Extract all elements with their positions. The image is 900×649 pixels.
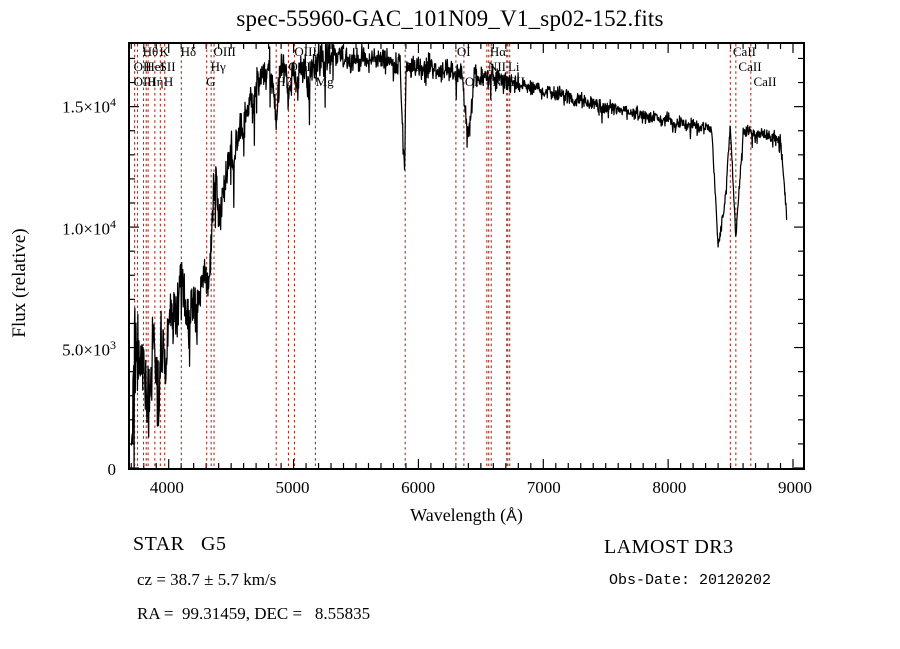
spectral-line-label: SII — [509, 74, 525, 89]
y-tick-label: 1.0×104 — [62, 216, 116, 239]
x-axis-title: Wavelength (Å) — [128, 505, 805, 526]
y-tick-label: 1.5×104 — [62, 95, 116, 117]
axis-ticks — [130, 44, 803, 469]
spectral-line-label: G — [206, 74, 216, 89]
spectral-line-label: SII — [159, 59, 176, 74]
spectral-line-label: CaII — [732, 44, 756, 59]
x-tick-label: 9000 — [777, 478, 812, 497]
spectral-line-label: Hθ — [142, 44, 159, 59]
spectral-line-label: HeI — [145, 59, 165, 74]
angstrom-symbol: Å — [506, 508, 517, 525]
spectral-line-label: Hα — [489, 44, 507, 59]
spectral-line-label: Hγ — [210, 59, 226, 74]
spectral-line-label: OII — [133, 59, 152, 74]
spectral-line-label: CaII — [753, 74, 777, 89]
spectral-line-label: Hβ — [276, 74, 293, 89]
spectral-line-label: Hδ — [180, 44, 197, 59]
page-title: spec-55960-GAC_101N09_V1_sp02-152.fits — [236, 6, 664, 31]
spectral-line-label: NII — [487, 59, 507, 74]
spectral-line-label: CaII — [738, 59, 762, 74]
plot-area: OII OIII Hθ HeI Hη K SII H Hδ Hγ G OIII Hβ OIII OIII Mg… — [128, 42, 805, 470]
object-class: STAR G5 — [133, 533, 227, 555]
x-axis-title-close: ) — [516, 505, 523, 525]
coordinates: RA = 99.31459, DEC = 8.55835 — [137, 604, 371, 623]
spectral-line-label: K — [159, 44, 169, 59]
spectral-line-label: NII — [492, 74, 511, 89]
spectral-line-label: Li — [507, 59, 520, 74]
y-tick-label: 5.0×103 — [62, 338, 116, 361]
observation-date: Obs-Date: 20120202 — [609, 572, 772, 589]
spectral-line-label: OIII — [294, 44, 317, 59]
spectral-line-label: OIII — [288, 59, 311, 74]
redshift-velocity: cz = 38.7 ± 5.7 km/s — [137, 570, 277, 589]
spectral-line-label: Hη — [147, 74, 164, 89]
survey-label: LAMOST DR3 — [604, 536, 734, 558]
flux-trace — [130, 43, 788, 469]
spectral-line-label: H — [163, 74, 174, 89]
x-axis-title-text: Wavelength ( — [410, 505, 507, 525]
spectral-line-label: OIII — [213, 44, 236, 59]
x-tick-label: 4000 — [149, 478, 184, 497]
spectral-line-label: Na — [405, 59, 421, 74]
spectral-line-label: Mg — [315, 74, 334, 89]
x-tick-label: 8000 — [652, 478, 687, 497]
x-tick-label: 7000 — [526, 478, 561, 497]
spectral-line-label: OI — [464, 74, 479, 89]
spectral-line-label: OIII — [133, 74, 157, 89]
y-tick-label: 0 — [107, 460, 117, 479]
spectral-line-label: OI — [456, 44, 471, 59]
spectral-line-markers — [134, 44, 752, 468]
x-tick-label: 6000 — [401, 478, 436, 497]
y-axis-title: Flux (relative) — [9, 228, 30, 338]
x-tick-label: 5000 — [275, 478, 310, 497]
spectrum-canvas — [130, 43, 803, 469]
